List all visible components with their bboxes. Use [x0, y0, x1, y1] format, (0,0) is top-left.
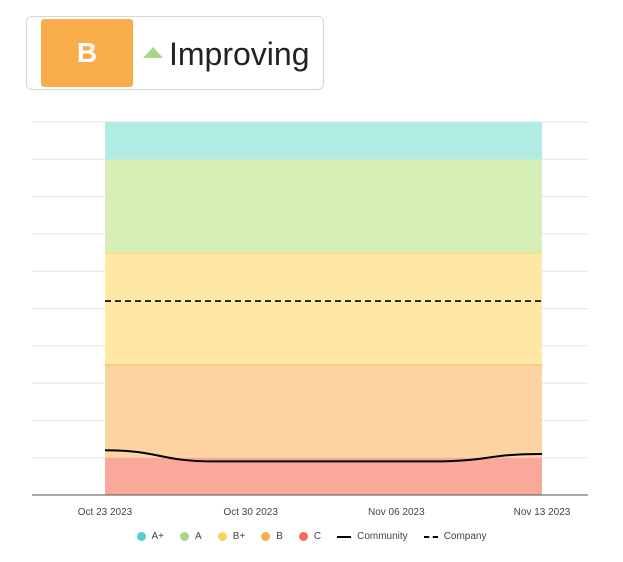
series-lines	[104, 300, 543, 463]
legend-label: B	[276, 531, 283, 542]
legend-item[interactable]: Company	[423, 531, 487, 542]
legend-item[interactable]: B+	[217, 531, 246, 542]
grade-bands	[105, 122, 542, 495]
chart-legend: A+ A B+ B C Community Company	[0, 531, 623, 542]
band-a	[105, 159, 542, 253]
legend-label: A	[195, 531, 202, 542]
x-tick-label: Nov 13 2023	[514, 507, 571, 518]
legend-line-icon	[337, 535, 352, 538]
x-tick-label: Nov 06 2023	[368, 507, 425, 518]
legend-item[interactable]: B	[261, 531, 283, 542]
legend-line-icon	[423, 535, 438, 538]
legend-label: A+	[151, 531, 165, 542]
band-b-plus	[105, 252, 542, 365]
series-community	[104, 449, 543, 463]
band-c	[105, 457, 542, 495]
legend-dot-icon	[298, 532, 308, 541]
legend-item[interactable]: C	[298, 531, 322, 542]
grade-card: B Improving	[26, 16, 324, 90]
x-tick-label: Oct 30 2023	[223, 507, 278, 518]
triangle-up-icon	[143, 47, 163, 58]
legend-item[interactable]: Community	[337, 531, 408, 542]
grade-history-chart: Oct 23 2023 Oct 30 2023 Nov 06 2023 Nov 13 …	[32, 121, 588, 518]
legend-item[interactable]: A+	[136, 531, 165, 542]
legend-label: C	[313, 531, 322, 542]
legend-label: Company	[443, 531, 487, 542]
legend-label: B+	[232, 531, 246, 542]
legend-item[interactable]: A	[180, 531, 202, 542]
grade-badge: B	[41, 19, 133, 87]
legend-dot-icon	[217, 532, 227, 541]
band-b	[105, 364, 542, 458]
band-a-plus	[105, 122, 542, 160]
x-tick-label: Oct 23 2023	[78, 507, 133, 518]
legend-dot-icon	[136, 532, 146, 541]
legend-dot-icon	[180, 532, 190, 541]
legend-label: Community	[357, 531, 408, 542]
x-axis: Oct 23 2023 Oct 30 2023 Nov 06 2023 Nov 13 …	[32, 494, 588, 518]
trend-label: Improving	[169, 36, 310, 72]
legend-dot-icon	[261, 532, 271, 541]
